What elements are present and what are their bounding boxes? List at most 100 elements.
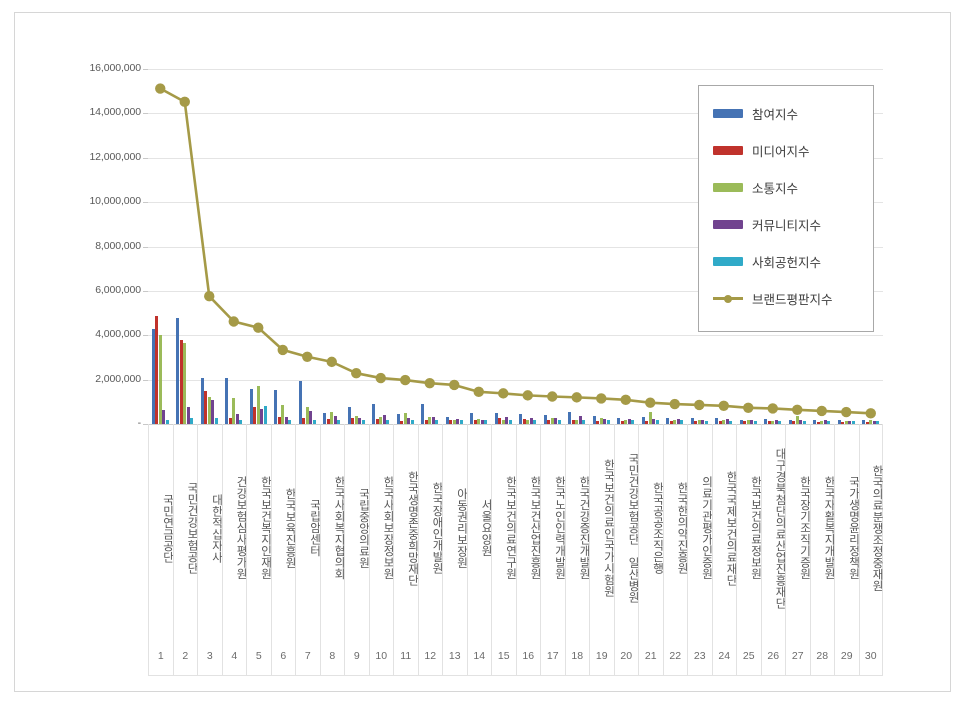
line-data-point (865, 408, 876, 419)
bar (851, 420, 855, 424)
x-axis-column: 한국보건의료정보원 25 (736, 424, 762, 676)
bar (802, 420, 806, 424)
line-data-point (645, 397, 656, 408)
bar (204, 391, 208, 424)
y-axis-tick-label: 8,000,000 (95, 239, 141, 252)
bar (358, 417, 362, 424)
x-axis-category-label: 건강보험심사평가원 (235, 476, 247, 580)
legend-item[interactable]: 사회공헌지수 (713, 248, 821, 274)
line-data-point (179, 96, 190, 108)
gridline (148, 379, 883, 381)
bar (872, 420, 876, 424)
bar-group (516, 69, 541, 424)
x-axis-category-label: 대구경북첨단의료산업진흥재단 (774, 447, 786, 609)
bar-group (687, 69, 712, 424)
legend-item[interactable]: 미디어지수 (713, 137, 810, 163)
line-data-point (620, 394, 631, 406)
x-axis-column: 서울요양원 14 (466, 424, 492, 676)
legend-item[interactable]: 브랜드평판지수 (713, 285, 833, 311)
bar (298, 380, 302, 424)
bar (326, 418, 330, 424)
x-axis-category-label: 의료기관평가인증원 (700, 476, 713, 580)
x-axis-column: 한국보건산업진흥원 16 (515, 424, 541, 676)
legend-item[interactable]: 소통지수 (713, 174, 798, 200)
legend-item[interactable]: 커뮤니티지수 (713, 211, 821, 237)
bar (792, 421, 796, 424)
bar (718, 421, 722, 424)
line-data-point (424, 377, 435, 389)
x-axis-column: 한국사회복지협의회 8 (319, 424, 345, 676)
x-axis-column: 한국보육진흥원 6 (270, 424, 296, 676)
bar (351, 418, 355, 424)
line-data-point (718, 400, 729, 412)
x-axis-category-label: 국민건강보험공단 (186, 482, 198, 574)
y-axis-tick-label: 4,000,000 (95, 328, 141, 341)
bar (617, 417, 621, 424)
bar (844, 420, 848, 424)
x-axis-category-label: 한국공공조직은행 (651, 482, 664, 574)
bar (151, 329, 155, 424)
bar (235, 414, 239, 424)
line-data-point (473, 386, 484, 398)
x-axis-labels: 국민연금공단 1 국민건강보험공단 2 대한적십자사 3 건강보험심사평가원 4 한국보건복지인… (148, 424, 883, 676)
bar (484, 420, 488, 424)
bar (505, 416, 509, 424)
x-axis-column: 한국건강증진개발원 18 (564, 424, 590, 676)
x-axis-rank-label: 1 (157, 650, 164, 662)
bar (424, 419, 428, 424)
legend-color-swatch (713, 145, 743, 155)
line-data-point (204, 291, 215, 302)
bar (323, 412, 327, 424)
y-axis-tick-mark (143, 379, 148, 381)
x-axis-rank-label: 16 (522, 650, 535, 662)
bar (284, 416, 288, 424)
bar (729, 420, 733, 424)
x-axis-column: 아동권리보장원 13 (442, 424, 468, 676)
x-axis-rank-label: 2 (182, 650, 189, 662)
bar (333, 415, 337, 424)
legend-line-marker-icon (713, 294, 743, 303)
bar (260, 409, 264, 424)
x-axis-rank-label: 6 (280, 650, 287, 662)
bar (547, 419, 551, 424)
legend-item[interactable]: 참여지수 (713, 100, 798, 126)
bar (680, 420, 684, 424)
bar (407, 418, 411, 424)
x-axis-rank-label: 12 (424, 650, 437, 662)
x-axis-rank-label: 17 (546, 650, 559, 662)
brand-reputation-line (155, 83, 876, 419)
line-data-point (522, 390, 533, 401)
bar (606, 420, 610, 424)
x-axis-column: 한국생명존중희망재단 11 (393, 424, 419, 676)
bar (480, 419, 484, 424)
x-axis-category-label: 한국보건의료정보원 (749, 476, 762, 580)
bar (288, 420, 292, 424)
bar (750, 420, 754, 424)
bar (715, 418, 719, 424)
bar-group (736, 69, 761, 424)
x-axis-category-label: 한국건강증진개발원 (578, 476, 590, 580)
bar (470, 412, 474, 424)
x-axis-rank-label: 18 (571, 650, 584, 662)
bar-group (246, 69, 271, 424)
x-axis-column: 한국노인인력개발원 17 (540, 424, 566, 676)
bar (207, 396, 211, 424)
x-axis-rank-label: 8 (329, 650, 336, 662)
x-axis-category-label: 국립암센터 (308, 499, 321, 557)
bar (330, 412, 334, 424)
y-axis-tick-label: 10,000,000 (89, 195, 141, 208)
bar-group (589, 69, 614, 424)
bar (183, 343, 187, 424)
legend-color-swatch (713, 256, 743, 266)
x-axis-column: 한국보건복지인재원 5 (246, 424, 272, 676)
bar (876, 420, 880, 424)
x-axis-column: 한국자활복지개발원 28 (809, 424, 835, 676)
x-axis-category-label: 한국보건의료연구원 (504, 476, 517, 580)
x-axis-column: 한국장기조직기증원 27 (785, 424, 811, 676)
bar (771, 420, 775, 424)
bar (396, 413, 400, 424)
legend-label: 참여지수 (752, 107, 799, 122)
y-axis-tick-label: 16,000,000 (89, 62, 141, 74)
